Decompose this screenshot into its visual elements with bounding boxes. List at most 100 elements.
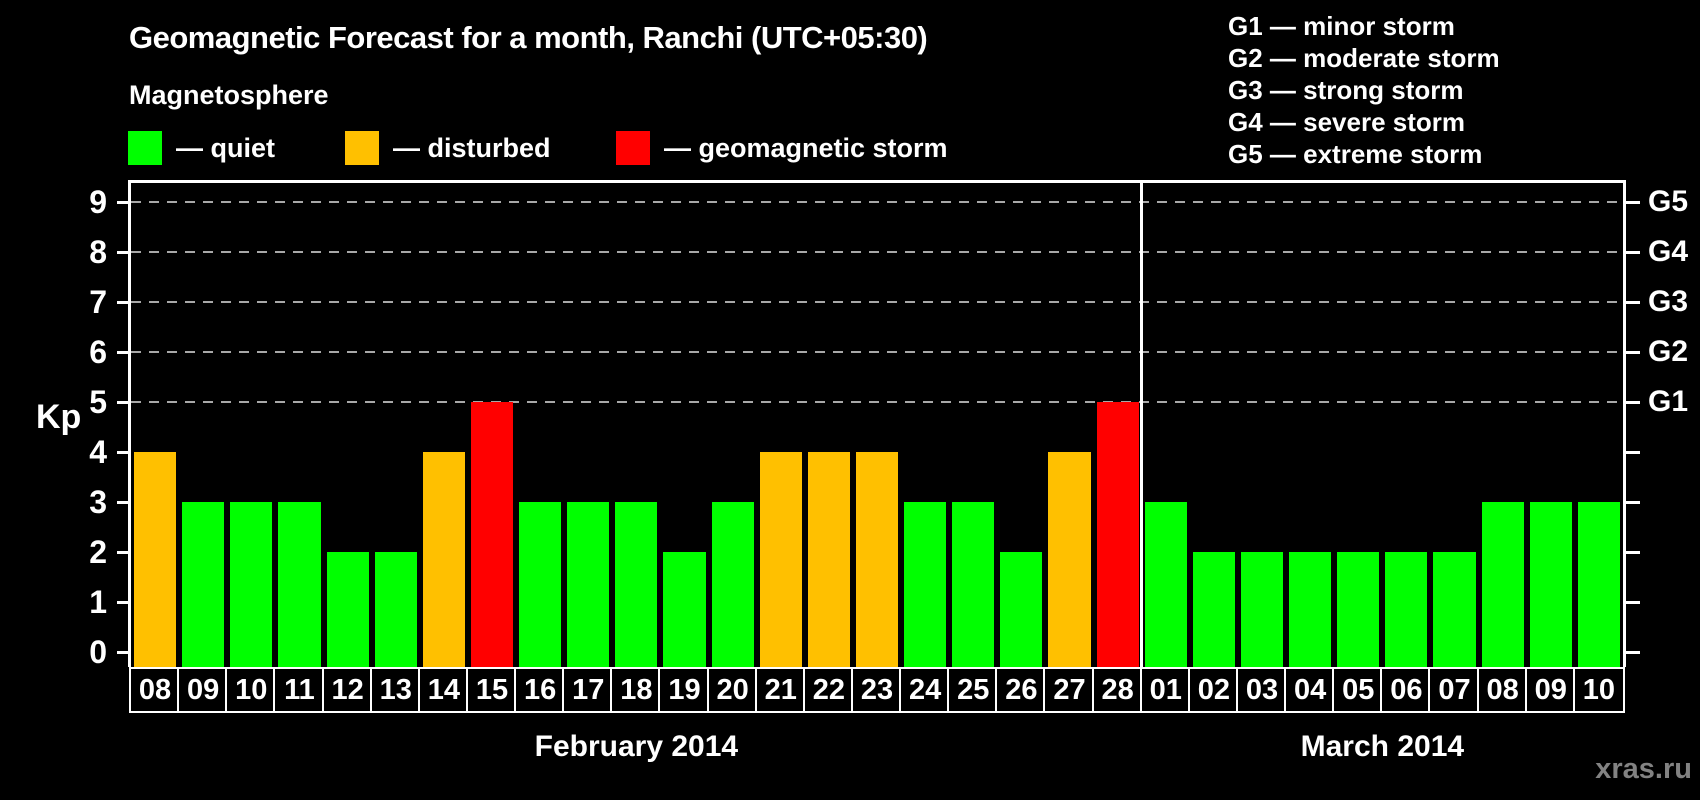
day-label-february-2014-19: 19 bbox=[658, 667, 711, 713]
y-tick-label-1: 1 bbox=[89, 584, 107, 620]
y-tick-label-0: 0 bbox=[89, 634, 107, 670]
g-axis-label-g2: G2 bbox=[1648, 335, 1689, 368]
day-label-march-2014-05: 05 bbox=[1332, 667, 1385, 713]
day-label-february-2014-22: 22 bbox=[802, 667, 855, 713]
y-tick-label-2: 2 bbox=[89, 534, 107, 570]
bar-march-2014-05 bbox=[1337, 552, 1380, 667]
y-axis-title: Kp bbox=[36, 398, 82, 436]
y-tick-9 bbox=[117, 201, 131, 204]
page-title: Geomagnetic Forecast for a month, Ranchi… bbox=[129, 20, 928, 55]
y-tick-label-4: 4 bbox=[89, 434, 107, 470]
bar-february-2014-20 bbox=[711, 502, 754, 667]
g-legend-line-g5: G5 — extreme storm bbox=[1228, 139, 1483, 169]
quiet-color-swatch bbox=[128, 131, 162, 165]
day-label-february-2014-11: 11 bbox=[273, 667, 326, 713]
right-tick-5 bbox=[1626, 401, 1640, 404]
day-label-february-2014-09: 09 bbox=[177, 667, 230, 713]
day-label-march-2014-07: 07 bbox=[1428, 667, 1481, 713]
day-label-march-2014-02: 02 bbox=[1187, 667, 1240, 713]
right-axis-line bbox=[1623, 180, 1626, 667]
day-label-february-2014-28: 28 bbox=[1091, 667, 1144, 713]
g-legend-line-g2: G2 — moderate storm bbox=[1228, 43, 1500, 73]
day-label-february-2014-27: 27 bbox=[1043, 667, 1096, 713]
y-axis-line bbox=[128, 180, 131, 667]
right-tick-0 bbox=[1626, 651, 1640, 654]
bar-february-2014-11 bbox=[278, 502, 321, 667]
right-tick-3 bbox=[1626, 501, 1640, 504]
day-label-february-2014-25: 25 bbox=[947, 667, 1000, 713]
day-label-march-2014-10: 10 bbox=[1572, 667, 1625, 713]
y-tick-5 bbox=[117, 401, 131, 404]
plot-top-border bbox=[128, 180, 1626, 183]
bar-february-2014-10 bbox=[230, 502, 273, 667]
y-tick-0 bbox=[117, 651, 131, 654]
bar-february-2014-21 bbox=[759, 452, 802, 667]
disturbed-color-swatch bbox=[345, 131, 379, 165]
y-tick-label-5: 5 bbox=[89, 384, 107, 420]
day-label-march-2014-08: 08 bbox=[1476, 667, 1529, 713]
legend-item-disturbed: — disturbed bbox=[345, 131, 551, 165]
right-tick-6 bbox=[1626, 351, 1640, 354]
y-tick-label-9: 9 bbox=[89, 184, 107, 220]
bar-february-2014-09 bbox=[182, 502, 225, 667]
bar-february-2014-26 bbox=[1000, 552, 1043, 667]
day-label-february-2014-10: 10 bbox=[225, 667, 278, 713]
right-tick-2 bbox=[1626, 551, 1640, 554]
g-legend-line-g4: G4 — severe storm bbox=[1228, 107, 1466, 137]
day-label-march-2014-01: 01 bbox=[1139, 667, 1192, 713]
right-tick-7 bbox=[1626, 301, 1640, 304]
day-label-february-2014-26: 26 bbox=[995, 667, 1048, 713]
right-tick-4 bbox=[1626, 451, 1640, 454]
bar-march-2014-03 bbox=[1240, 552, 1284, 667]
y-tick-label-6: 6 bbox=[89, 334, 107, 370]
bar-march-2014-04 bbox=[1289, 552, 1332, 667]
bar-february-2014-15 bbox=[470, 402, 514, 667]
month-label-february-2014: February 2014 bbox=[534, 730, 739, 763]
day-label-march-2014-04: 04 bbox=[1284, 667, 1337, 713]
y-tick-4 bbox=[117, 451, 131, 454]
day-label-february-2014-12: 12 bbox=[321, 667, 374, 713]
bar-march-2014-10 bbox=[1577, 502, 1620, 667]
g-legend-line-g1: G1 — minor storm bbox=[1228, 11, 1455, 41]
day-label-february-2014-23: 23 bbox=[850, 667, 904, 713]
bar-february-2014-27 bbox=[1048, 452, 1091, 667]
day-label-february-2014-24: 24 bbox=[899, 667, 952, 713]
g-axis-label-g3: G3 bbox=[1648, 285, 1689, 318]
y-tick-8 bbox=[117, 251, 131, 254]
g-axis-label-g1: G1 bbox=[1648, 385, 1689, 418]
bar-february-2014-25 bbox=[952, 502, 995, 667]
bar-february-2014-08 bbox=[134, 452, 177, 667]
gridline-kp7 bbox=[131, 301, 1623, 303]
day-label-february-2014-18: 18 bbox=[610, 667, 663, 713]
bar-february-2014-13 bbox=[374, 552, 417, 667]
day-label-february-2014-15: 15 bbox=[465, 667, 519, 713]
y-tick-6 bbox=[117, 351, 131, 354]
legend-label-disturbed: — disturbed bbox=[393, 133, 551, 163]
y-tick-3 bbox=[117, 501, 131, 504]
day-label-february-2014-16: 16 bbox=[514, 667, 567, 713]
g-axis-label-g4: G4 bbox=[1648, 235, 1689, 268]
y-tick-1 bbox=[117, 601, 131, 604]
y-tick-label-8: 8 bbox=[89, 234, 107, 270]
bar-february-2014-17 bbox=[567, 502, 610, 667]
legend-item-quiet: — quiet bbox=[128, 131, 275, 165]
day-label-march-2014-03: 03 bbox=[1235, 667, 1289, 713]
legend-item-storm: — geomagnetic storm bbox=[616, 131, 948, 165]
day-label-february-2014-21: 21 bbox=[754, 667, 807, 713]
day-label-february-2014-20: 20 bbox=[706, 667, 759, 713]
day-label-february-2014-17: 17 bbox=[562, 667, 615, 713]
g-axis-label-g5: G5 bbox=[1648, 185, 1689, 218]
bar-february-2014-24 bbox=[904, 502, 947, 667]
right-tick-9 bbox=[1626, 201, 1640, 204]
month-divider bbox=[1140, 183, 1144, 667]
legend-label-quiet: — quiet bbox=[176, 133, 275, 163]
bar-march-2014-08 bbox=[1481, 502, 1524, 667]
bar-february-2014-28 bbox=[1096, 402, 1139, 667]
right-tick-8 bbox=[1626, 251, 1640, 254]
bar-march-2014-06 bbox=[1385, 552, 1428, 667]
y-tick-7 bbox=[117, 301, 131, 304]
bar-february-2014-22 bbox=[807, 452, 850, 667]
bar-february-2014-12 bbox=[326, 552, 369, 667]
day-label-march-2014-06: 06 bbox=[1380, 667, 1433, 713]
